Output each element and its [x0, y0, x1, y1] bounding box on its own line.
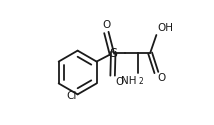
Text: Cl: Cl	[66, 91, 76, 101]
Text: O: O	[158, 73, 166, 83]
Text: OH: OH	[157, 23, 173, 33]
Text: 2: 2	[138, 78, 143, 86]
Text: S: S	[109, 47, 117, 60]
Text: O: O	[102, 20, 110, 30]
Text: O: O	[115, 77, 123, 87]
Text: NH: NH	[121, 76, 136, 86]
